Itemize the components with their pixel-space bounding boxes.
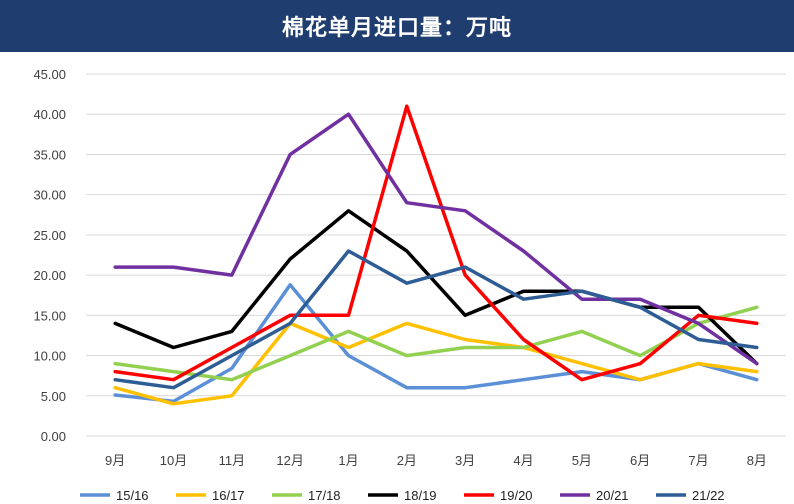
legend-label: 21/22 bbox=[692, 488, 725, 503]
legend-item: 19/20 bbox=[464, 488, 533, 503]
series-line-19-20 bbox=[113, 104, 759, 382]
y-tick-label: 40.00 bbox=[33, 107, 66, 122]
legend: 15/16 16/17 17/18 18/19 19/20 20/21 21/22 bbox=[80, 488, 725, 503]
x-tick-label: 6月 bbox=[630, 453, 650, 468]
legend-label: 19/20 bbox=[500, 488, 533, 503]
y-tick-label: 0.00 bbox=[41, 429, 66, 444]
y-tick-label: 45.00 bbox=[33, 67, 66, 82]
legend-item: 16/17 bbox=[176, 488, 245, 503]
y-tick-label: 15.00 bbox=[33, 308, 66, 323]
y-axis-ticks: 0.00 5.00 10.00 15.00 20.00 25.00 30.00 35.00 40… bbox=[33, 67, 66, 444]
x-axis-ticks: 9月 10月 11月 12月 1月 2月 3月 4月 5月 6月 7月 8月 bbox=[105, 453, 767, 468]
chart-title: 棉花单月进口量：万吨 bbox=[281, 16, 512, 41]
y-tick-label: 35.00 bbox=[33, 147, 66, 162]
y-tick-label: 5.00 bbox=[41, 389, 66, 404]
legend-item: 18/19 bbox=[368, 488, 437, 503]
x-tick-label: 1月 bbox=[338, 453, 358, 468]
x-tick-label: 10月 bbox=[160, 453, 187, 468]
series-line-17-18 bbox=[113, 305, 759, 382]
x-tick-label: 12月 bbox=[276, 453, 303, 468]
x-tick-label: 8月 bbox=[747, 453, 767, 468]
legend-label: 20/21 bbox=[596, 488, 629, 503]
series-line-20-21 bbox=[113, 112, 759, 366]
legend-item: 17/18 bbox=[272, 488, 341, 503]
x-tick-label: 7月 bbox=[688, 453, 708, 468]
series-line-18-19 bbox=[113, 209, 759, 366]
y-tick-label: 30.00 bbox=[33, 188, 66, 203]
legend-item: 20/21 bbox=[560, 488, 629, 503]
x-tick-label: 3月 bbox=[455, 453, 475, 468]
x-tick-label: 9月 bbox=[105, 453, 125, 468]
x-tick-label: 4月 bbox=[513, 453, 533, 468]
series-line-16-17 bbox=[113, 321, 759, 406]
x-tick-label: 2月 bbox=[397, 453, 417, 468]
legend-label: 17/18 bbox=[308, 488, 341, 503]
legend-item: 21/22 bbox=[656, 488, 725, 503]
series-line-21-22 bbox=[113, 249, 759, 390]
series-lines bbox=[113, 104, 759, 406]
x-tick-label: 11月 bbox=[219, 453, 246, 468]
y-tick-label: 20.00 bbox=[33, 268, 66, 283]
y-tick-label: 10.00 bbox=[33, 349, 66, 364]
y-tick-label: 25.00 bbox=[33, 228, 66, 243]
legend-label: 16/17 bbox=[212, 488, 245, 503]
legend-label: 15/16 bbox=[116, 488, 149, 503]
line-chart: 0.00 5.00 10.00 15.00 20.00 25.00 30.00 35.00 40… bbox=[33, 67, 786, 503]
legend-item: 15/16 bbox=[80, 488, 149, 503]
chart-title-bar: 棉花单月进口量：万吨 bbox=[0, 0, 794, 52]
legend-label: 18/19 bbox=[404, 488, 437, 503]
x-tick-label: 5月 bbox=[572, 453, 592, 468]
gridlines bbox=[86, 73, 786, 437]
